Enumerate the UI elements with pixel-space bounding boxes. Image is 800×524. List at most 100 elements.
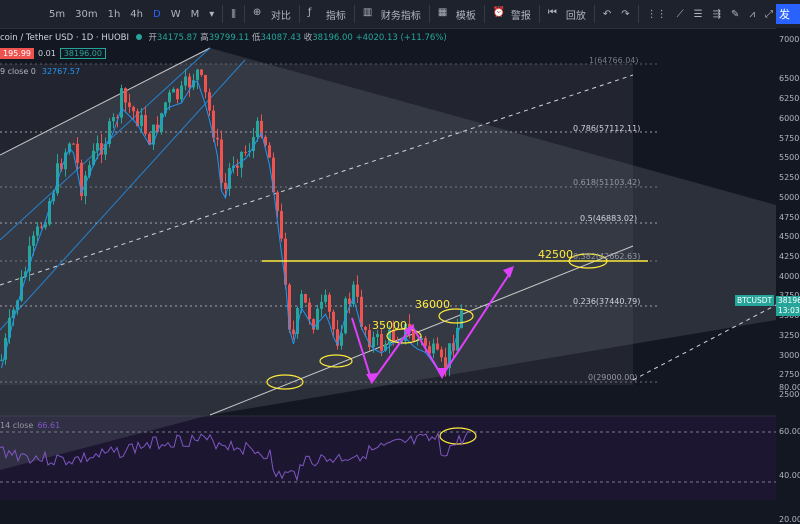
- chart-type-button[interactable]: ⫼: [226, 0, 241, 28]
- replay-button[interactable]: ⏮ 回放: [543, 0, 591, 28]
- interval-1d[interactable]: D: [152, 8, 161, 20]
- candle-body: [448, 343, 451, 368]
- price-tick: 42500: [779, 251, 800, 261]
- price-tick: 62500: [779, 94, 800, 104]
- draw-dots-button[interactable]: ⋮⋮: [642, 0, 672, 28]
- interval-30m[interactable]: 30m: [75, 8, 98, 20]
- price-tick: 45000: [779, 232, 800, 242]
- fib-retracement-zone: [0, 64, 633, 385]
- candle-body: [412, 330, 415, 341]
- interval-1h[interactable]: 1h: [107, 8, 121, 20]
- indicator-label[interactable]: 9 close 0: [0, 67, 36, 76]
- candle-body: [156, 124, 159, 132]
- candle-body: [452, 343, 455, 351]
- candle-body: [400, 340, 403, 343]
- rsi-label[interactable]: 14 close: [0, 421, 34, 430]
- toolbar-divider: [353, 5, 355, 23]
- candle-body: [300, 294, 303, 309]
- candle-body: [460, 310, 463, 328]
- interval-1m[interactable]: M: [190, 8, 200, 20]
- price-tag: 38196 13:03: [776, 296, 800, 316]
- candle-body: [316, 308, 319, 330]
- candle-body: [344, 298, 347, 334]
- sell-button[interactable]: 195.99: [0, 48, 34, 59]
- candle-body: [76, 143, 79, 163]
- indicators-button[interactable]: ƒ 指标: [303, 0, 351, 28]
- undo-button[interactable]: ↶: [598, 0, 616, 28]
- toolbar-divider: [243, 5, 245, 23]
- rsi-value: 66.61: [37, 421, 61, 430]
- candle-body: [180, 85, 183, 100]
- candle-body: [440, 349, 443, 358]
- candle-body: [228, 167, 231, 190]
- candle-body: [248, 151, 251, 153]
- candle-body: [268, 145, 271, 158]
- price-axis[interactable]: 70000 65000 62500 60000 57500 55000 52500 50000…: [776, 28, 800, 524]
- candle-body: [144, 115, 147, 134]
- projection-arrows: [351, 269, 513, 385]
- ellipse-low-1: [266, 374, 304, 390]
- candle-body: [44, 224, 47, 228]
- arrowhead-down-1: [366, 373, 378, 384]
- fib-lines-icon: ☰: [693, 8, 703, 20]
- financials-label: 财务指标: [380, 10, 421, 22]
- indicator-legend: 9 close 0 32767.57: [0, 67, 80, 76]
- candle-body: [32, 235, 35, 246]
- market-open-dot: [135, 34, 142, 40]
- high-value: 39799.11: [208, 33, 250, 43]
- bar-chart-icon: ▥: [362, 7, 373, 18]
- symbol-title[interactable]: coin / Tether USD · 1D · HUOBI: [0, 33, 129, 43]
- price-tick: 60000: [779, 113, 800, 123]
- candle-body: [348, 298, 351, 304]
- buy-button[interactable]: 38196.00: [59, 48, 106, 59]
- price-tick: 37500: [779, 291, 800, 300]
- candle-body: [64, 152, 67, 170]
- candle-body: [140, 115, 143, 127]
- fib-button[interactable]: ☰: [689, 0, 708, 28]
- trendline-button[interactable]: ⟋: [672, 0, 689, 28]
- candle-body: [392, 329, 395, 342]
- price-tick: 40000: [779, 271, 800, 281]
- interval-4h[interactable]: 4h: [130, 8, 143, 20]
- rsi-tick: 40.00: [779, 471, 800, 480]
- alert-button[interactable]: ⏰ 警报: [488, 0, 536, 28]
- toolbar-divider: [593, 5, 595, 23]
- compare-button[interactable]: ⊕ 对比: [248, 0, 296, 28]
- candle-body: [240, 151, 243, 168]
- candle-body: [80, 162, 83, 196]
- toolbar-divider: [483, 5, 485, 23]
- candle-body: [88, 165, 91, 176]
- brush-button[interactable]: ✎: [726, 0, 744, 28]
- candle-body: [0, 359, 3, 361]
- interval-1w[interactable]: W: [170, 8, 181, 20]
- measure-button[interactable]: ⤢: [760, 0, 778, 28]
- candle-body: [288, 284, 291, 330]
- candle-body: [396, 341, 399, 343]
- pattern-button[interactable]: ⩘: [744, 0, 760, 28]
- candle-body: [128, 102, 131, 107]
- fib-label-0382: 0.382(42662.63): [573, 252, 640, 261]
- candle-body: [72, 143, 75, 145]
- candle-body: [40, 226, 43, 228]
- financials-button[interactable]: ▥ 财务指标: [358, 0, 426, 28]
- publish-button[interactable]: 发: [776, 4, 800, 24]
- channel-button[interactable]: ⇶: [708, 0, 726, 28]
- fib-label-1: 1(64766.04): [589, 56, 639, 65]
- toolbar-divider: [637, 5, 639, 23]
- price-tick: 65000: [779, 74, 800, 84]
- interval-dropdown[interactable]: ▾: [204, 0, 219, 28]
- price-tick: 55000: [779, 153, 800, 163]
- candle-body: [212, 110, 215, 138]
- interval-5m[interactable]: 5m: [49, 8, 66, 20]
- ascending-channel: [0, 48, 776, 470]
- templates-button[interactable]: ▦ 模板: [433, 0, 481, 28]
- price-tick: 30000: [779, 350, 800, 360]
- candle-body: [232, 165, 235, 168]
- close-label: 收: [303, 33, 313, 43]
- open-label: 开: [148, 33, 157, 43]
- candle-body: [112, 117, 115, 122]
- close-value: 38196.00: [312, 33, 353, 43]
- ellipse-35000: [386, 328, 422, 344]
- redo-button[interactable]: ↷: [616, 0, 634, 28]
- rsi-line: [0, 430, 469, 482]
